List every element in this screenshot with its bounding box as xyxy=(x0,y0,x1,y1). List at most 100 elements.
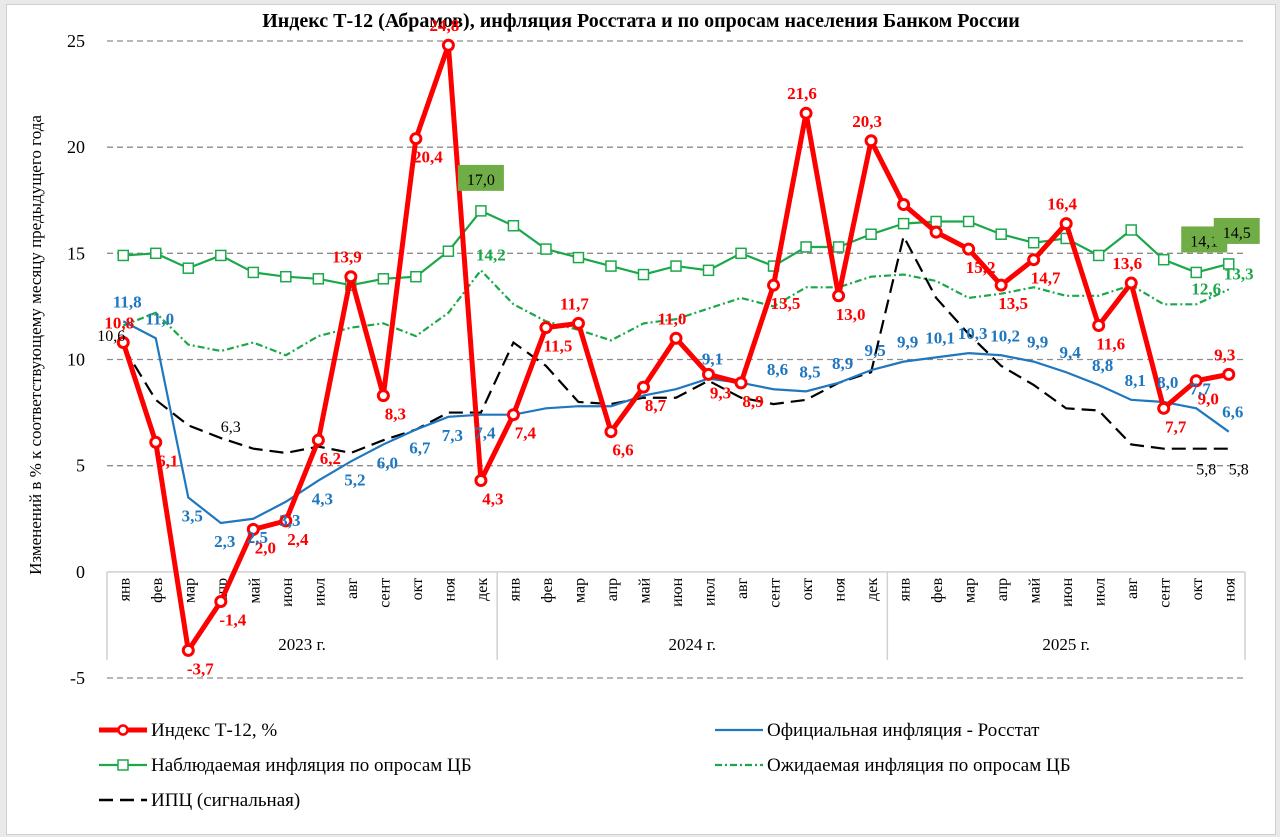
ipc-data-label: 5,8 xyxy=(1229,462,1249,479)
t12-point xyxy=(799,106,813,120)
rosstat-data-label: 10,3 xyxy=(958,324,988,343)
legend-item: Наблюдаемая инфляция по опросам ЦБ xyxy=(99,755,472,776)
t12-data-label: 13,9 xyxy=(332,248,362,267)
observed-point xyxy=(540,243,552,255)
rosstat-data-label: 10,1 xyxy=(925,328,955,347)
observed-point xyxy=(507,219,520,232)
t12-point xyxy=(669,331,683,345)
t12-point xyxy=(1059,217,1073,231)
rosstat-data-label: 9,4 xyxy=(1060,343,1082,362)
rosstat-data-label: 10,2 xyxy=(990,326,1020,345)
rosstat-data-label: 6,7 xyxy=(409,439,431,458)
t12-point xyxy=(832,289,846,303)
t12-data-label: 2,4 xyxy=(287,530,309,549)
t12-data-label: -3,7 xyxy=(187,659,214,678)
series-3 xyxy=(122,268,1230,357)
t12-point xyxy=(311,433,325,447)
observed-point xyxy=(1092,249,1105,262)
t12-data-label: 7,7 xyxy=(1165,417,1187,436)
x-tick-label: сент xyxy=(1157,578,1174,608)
t12-data-label: 6,6 xyxy=(612,441,633,460)
x-tick-label: апр xyxy=(604,578,621,601)
expected-data-label: 13,3 xyxy=(1224,264,1254,283)
ipc-data-label: 6,3 xyxy=(221,419,241,436)
x-tick-label: ноя xyxy=(441,577,458,601)
y-tick-label: 10 xyxy=(67,350,85,370)
x-tick-label: фев xyxy=(929,577,946,602)
t12-data-label: -1,4 xyxy=(219,611,246,630)
chart-frame: Индекс Т-12 (Абрамов), инфляция Росстата… xyxy=(6,4,1276,835)
t12-data-label: 6,1 xyxy=(157,451,178,470)
legend-label: Официальная инфляция - Росстат xyxy=(767,720,1040,741)
t12-point xyxy=(1222,367,1236,381)
t12-data-label: 11,6 xyxy=(1096,335,1125,354)
x-tick-label: апр xyxy=(994,578,1011,601)
t12-data-label: 13,6 xyxy=(1112,254,1142,273)
legend-item: Официальная инфляция - Росстат xyxy=(715,720,1040,741)
x-tick-label: сент xyxy=(376,578,393,608)
t12-data-label: 15,2 xyxy=(966,258,996,277)
observed-point xyxy=(377,273,390,285)
observed-point xyxy=(832,241,845,253)
year-group-label: 2025 г. xyxy=(1042,635,1090,654)
t12-point xyxy=(604,425,618,439)
observed-point xyxy=(312,273,325,285)
rosstat-data-label: 11,8 xyxy=(113,292,142,311)
x-tick-label: сент xyxy=(767,578,784,608)
x-tick-label: июл xyxy=(702,578,719,606)
t12-point xyxy=(344,270,358,284)
t12-point xyxy=(962,242,976,256)
t12-point xyxy=(1189,374,1203,388)
t12-point xyxy=(1027,253,1041,267)
observed-point xyxy=(1190,266,1202,279)
series-2 xyxy=(117,205,1235,291)
observed-point xyxy=(1222,258,1235,270)
observed-point xyxy=(865,228,877,240)
ipc-line xyxy=(122,233,1229,455)
rosstat-data-label: 7,4 xyxy=(474,424,496,443)
rosstat-data-label: 9,5 xyxy=(864,341,885,360)
t12-point xyxy=(246,522,260,536)
observed-highlight-label: 14,1 xyxy=(1190,233,1218,250)
t12-data-label: 10,8 xyxy=(104,314,134,333)
t12-data-label: 20,3 xyxy=(852,112,882,131)
x-tick-label: дек xyxy=(474,578,491,601)
x-tick-label: окт xyxy=(1189,578,1206,601)
x-tick-label: авг xyxy=(344,577,361,599)
legend-label: Индекс Т-12, % xyxy=(151,720,277,741)
x-tick-label: июн xyxy=(1059,577,1076,607)
observed-highlight-box xyxy=(1213,217,1260,244)
x-tick-label: авг xyxy=(734,577,751,599)
rosstat-data-label: 11,0 xyxy=(145,309,174,328)
t12-data-label: 21,6 xyxy=(787,84,817,103)
t12-point xyxy=(1092,319,1106,333)
observed-point xyxy=(962,215,975,228)
x-tick-label: янв xyxy=(506,577,523,601)
t12-data-label: 9,3 xyxy=(1214,345,1235,364)
observed-point xyxy=(150,247,162,260)
expected-data-label: 12,6 xyxy=(1191,279,1221,298)
rosstat-data-label: 9,1 xyxy=(702,350,723,369)
rosstat-data-label: 8,9 xyxy=(832,354,853,373)
y-tick-label: 25 xyxy=(67,31,85,51)
t12-point xyxy=(181,643,195,657)
expected-data-label: 14,2 xyxy=(476,245,506,264)
observed-point xyxy=(215,249,227,262)
rosstat-data-label: 2,3 xyxy=(214,532,235,551)
rosstat-data-label: 7,7 xyxy=(1190,379,1212,398)
x-tick-label: мар xyxy=(571,578,588,603)
x-tick-label: май xyxy=(1027,577,1044,603)
x-tick-label: ноя xyxy=(832,577,849,601)
rosstat-data-label: 9,9 xyxy=(1027,333,1048,352)
t12-point xyxy=(702,367,716,381)
t12-point xyxy=(279,514,293,528)
observed-highlight-label: 14,5 xyxy=(1223,225,1251,242)
t12-data-label: 2,0 xyxy=(255,538,276,557)
observed-point xyxy=(1027,236,1040,249)
rosstat-line xyxy=(122,320,1230,525)
series-1 xyxy=(122,320,1230,525)
observed-point xyxy=(897,217,910,230)
t12-data-label: 8,9 xyxy=(742,392,763,411)
y-axis-label: Изменений в % к соответствующему месяцу … xyxy=(26,115,45,575)
t12-point xyxy=(506,408,520,422)
